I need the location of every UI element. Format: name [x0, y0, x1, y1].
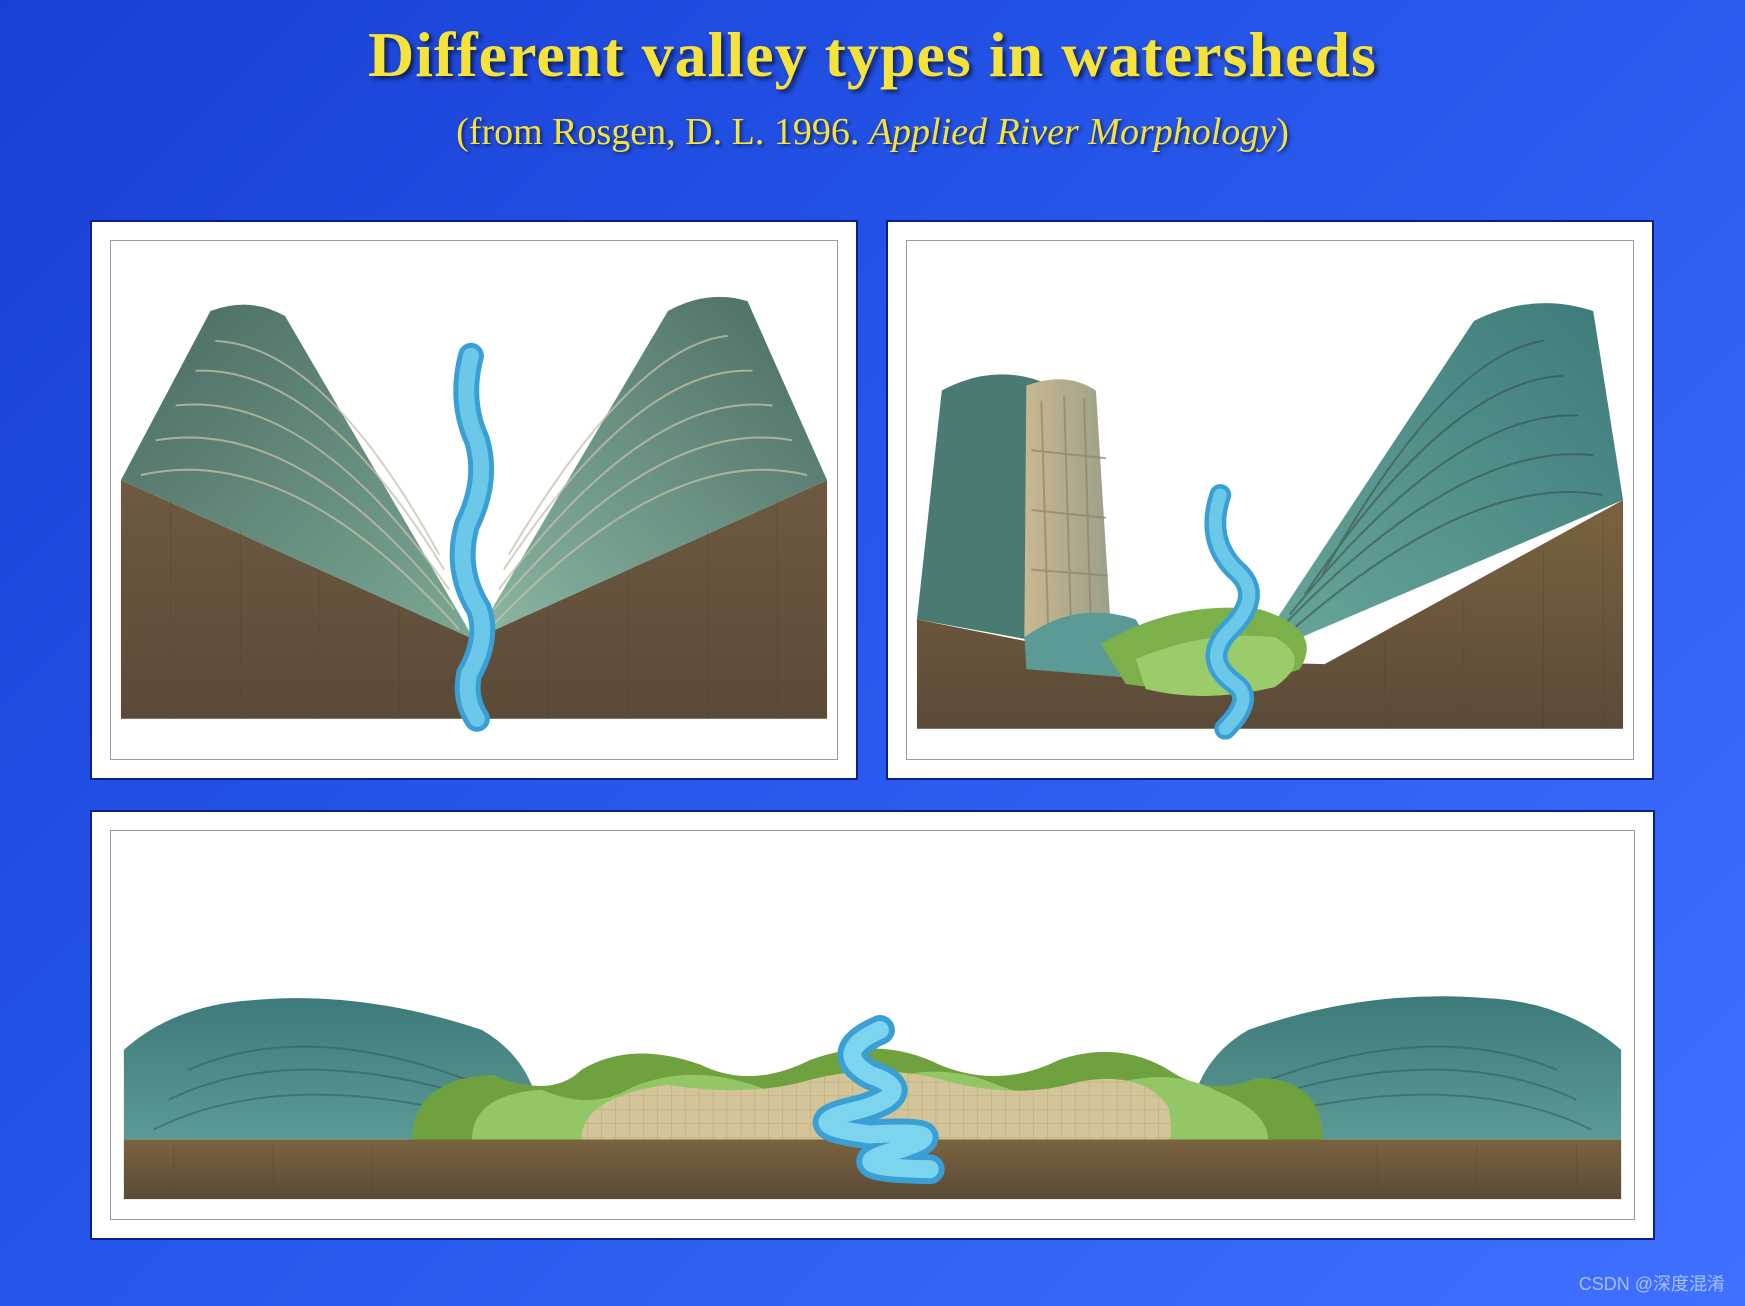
panel-alluvial-valley [90, 810, 1655, 1240]
panel-asymmetric-valley-inner [906, 240, 1634, 760]
panel-asymmetric-valley [886, 220, 1654, 780]
panel-v-valley [90, 220, 858, 780]
slide-title: Different valley types in watersheds [0, 0, 1745, 92]
subtitle-suffix: ) [1276, 111, 1289, 153]
diagram-panels [90, 220, 1655, 1240]
top-row [90, 220, 1655, 780]
panel-alluvial-valley-inner [110, 830, 1635, 1220]
v-valley-diagram [111, 241, 837, 759]
subtitle-prefix: (from Rosgen, D. L. 1996. [456, 111, 869, 153]
panel-v-valley-inner [110, 240, 838, 760]
alluvial-valley-diagram [111, 831, 1634, 1219]
slide-subtitle: (from Rosgen, D. L. 1996. Applied River … [0, 110, 1745, 154]
watermark: CSDN @深度混淆 [1579, 1270, 1725, 1296]
asymmetric-valley-diagram [907, 241, 1633, 759]
subtitle-italic: Applied River Morphology [869, 111, 1276, 153]
